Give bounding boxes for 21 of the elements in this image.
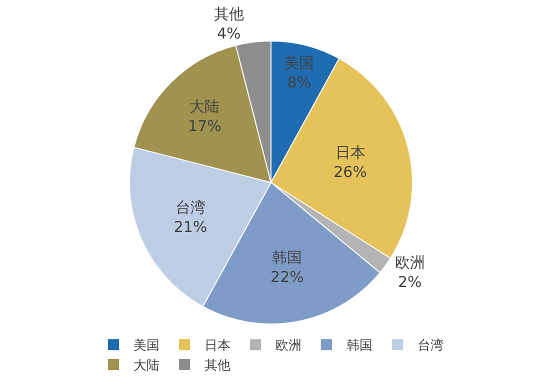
data-label: 2% bbox=[398, 272, 422, 291]
slice-label: 大陆 bbox=[190, 97, 220, 116]
legend-label: 其他 bbox=[204, 358, 230, 374]
slice-label: 欧洲 bbox=[394, 253, 425, 272]
slice-label: 其他 bbox=[214, 4, 244, 23]
slice-label: 韩国 bbox=[272, 248, 302, 267]
legend-label: 欧洲 bbox=[276, 338, 302, 354]
legend-label: 日本 bbox=[204, 338, 230, 354]
slice-label: 美国 bbox=[284, 54, 314, 72]
legend-label: 台湾 bbox=[418, 338, 444, 354]
data-label: 21% bbox=[174, 218, 208, 236]
slice-label: 日本 bbox=[335, 143, 366, 162]
data-label: 8% bbox=[287, 73, 312, 92]
slice-label: 台湾 bbox=[175, 198, 206, 217]
data-label: 26% bbox=[334, 162, 367, 181]
data-label: 17% bbox=[188, 116, 222, 135]
data-label: 22% bbox=[270, 268, 304, 286]
legend-label: 韩国 bbox=[346, 338, 372, 354]
data-label: 4% bbox=[216, 24, 241, 42]
legend-label: 美国 bbox=[134, 338, 160, 354]
legend-label: 大陆 bbox=[134, 358, 160, 374]
